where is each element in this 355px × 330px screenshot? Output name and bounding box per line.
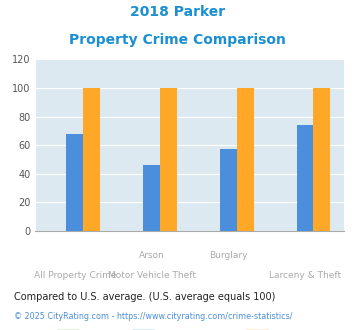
Text: All Property Crime: All Property Crime [34,271,116,280]
Text: Motor Vehicle Theft: Motor Vehicle Theft [108,271,196,280]
Bar [66,134,83,231]
Text: © 2025 CityRating.com - https://www.cityrating.com/crime-statistics/: © 2025 CityRating.com - https://www.city… [14,312,293,321]
Text: Property Crime Comparison: Property Crime Comparison [69,33,286,47]
Text: Burglary: Burglary [209,251,247,260]
Bar [160,88,177,231]
Bar [220,149,237,231]
Bar [296,125,313,231]
Legend: Parker, Pennsylvania, National: Parker, Pennsylvania, National [52,326,328,330]
Bar [143,165,160,231]
Text: Larceny & Theft: Larceny & Theft [269,271,341,280]
Text: Arson: Arson [139,251,164,260]
Text: Compared to U.S. average. (U.S. average equals 100): Compared to U.S. average. (U.S. average … [14,292,275,302]
Bar [83,88,100,231]
Text: 2018 Parker: 2018 Parker [130,5,225,19]
Bar [237,88,253,231]
Bar [313,88,330,231]
